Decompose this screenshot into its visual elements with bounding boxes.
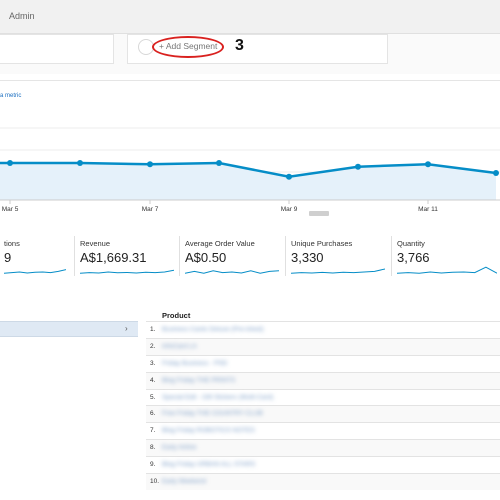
metric-value: 9	[4, 250, 12, 265]
product-table: 1. Business Cards Deluxe (Pre-inked) 2. Inf…	[146, 321, 500, 490]
metric-name: Average Order Value	[185, 239, 255, 248]
product-link[interactable]: Special Edit - Gift Stickers (Multi-Card…	[162, 393, 274, 401]
annotation-oval	[152, 36, 224, 58]
sparkline	[397, 266, 497, 274]
sparkline	[291, 268, 385, 274]
table-header	[146, 309, 500, 321]
product-link[interactable]: Early Weekend	[162, 478, 206, 486]
product-link[interactable]: Blog Friday URBAN ALL STARS	[162, 461, 256, 469]
row-number: 3.	[150, 359, 156, 367]
section-divider	[0, 80, 500, 81]
sparkline-path	[4, 269, 66, 274]
segment-slot-all-users[interactable]	[0, 34, 114, 64]
row-number: 2.	[150, 342, 156, 350]
metric-value: 3,766	[397, 250, 430, 265]
data-point[interactable]	[425, 161, 431, 168]
table-row[interactable]: 2. InfoCard LA	[146, 337, 500, 355]
data-point[interactable]	[493, 170, 499, 176]
metric-tile-revenue[interactable]: Revenue A$1,669.31	[74, 230, 178, 282]
product-link[interactable]: Free Friday THE COUNTRY CLUB	[162, 410, 263, 418]
tile-separator	[74, 236, 75, 276]
data-point[interactable]	[77, 160, 83, 166]
select-metric-link[interactable]: a metric	[0, 93, 22, 99]
product-link[interactable]: Blog Friday THE PRINTS	[162, 376, 236, 384]
row-number: 7.	[150, 427, 156, 435]
table-row[interactable]: 7. Blog Friday ROBOTICS NOTES	[146, 422, 500, 440]
metric-name: tions	[4, 239, 20, 248]
product-link[interactable]: Early Airline	[162, 444, 197, 452]
table-row[interactable]: 4. Blog Friday THE PRINTS	[146, 371, 500, 389]
metric-value: A$0.50	[185, 250, 227, 265]
metric-name: Unique Purchases	[291, 239, 353, 248]
table-row[interactable]: 9. Blog Friday URBAN ALL STARS	[146, 456, 500, 474]
product-link[interactable]: Friday Business - PSD	[162, 359, 228, 367]
product-link[interactable]: InfoCard LA	[162, 342, 197, 350]
sparkline	[185, 270, 279, 274]
x-tick-label: Mar 7	[142, 206, 159, 213]
row-number: 6.	[150, 410, 156, 418]
data-point[interactable]	[7, 160, 13, 166]
row-number: 9.	[150, 461, 156, 469]
row-number: 10.	[150, 478, 160, 486]
metric-name: Revenue	[80, 239, 111, 248]
metric-name: Quantity	[397, 239, 425, 248]
table-row[interactable]: 6. Free Friday THE COUNTRY CLUB	[146, 405, 500, 423]
chart-resize-handle[interactable]	[309, 211, 329, 216]
table-row[interactable]: 1. Business Cards Deluxe (Pre-inked)	[146, 321, 500, 338]
product-link[interactable]: Business Cards Deluxe (Pre-inked)	[162, 326, 264, 333]
tile-separator	[179, 236, 180, 276]
data-point[interactable]	[355, 163, 361, 170]
sparkline-path	[291, 268, 385, 274]
annotation-number: 3	[235, 37, 244, 54]
sparkline	[4, 269, 66, 274]
table-row[interactable]: 10. Early Weekend	[146, 473, 500, 490]
column-header-product[interactable]: Product	[162, 311, 191, 320]
series-area	[0, 163, 496, 200]
product-link[interactable]: Blog Friday ROBOTICS NOTES	[162, 427, 255, 435]
sparkline	[80, 269, 174, 274]
x-tick-label: Mar 9	[281, 206, 298, 213]
metric-value: A$1,669.31	[80, 250, 147, 265]
admin-link[interactable]: Admin	[9, 11, 35, 21]
data-point[interactable]	[286, 173, 292, 180]
metric-value: 3,330	[291, 250, 324, 265]
metric-tile-unique-purchases[interactable]: Unique Purchases 3,330	[285, 230, 389, 282]
line-chart: Mar 5 Mar 7 Mar 9 Mar 11	[0, 127, 500, 213]
row-number: 4.	[150, 376, 156, 384]
tile-separator	[285, 236, 286, 276]
x-tick-label: Mar 11	[418, 206, 438, 213]
metric-tile-quantity[interactable]: Quantity 3,766	[391, 230, 497, 282]
metric-tiles: tions 9 Revenue A$1,669.31 Average Order…	[0, 230, 500, 282]
data-point[interactable]	[216, 160, 222, 166]
sparkline-path	[80, 269, 174, 274]
chevron-right-icon: ›	[125, 324, 128, 333]
row-number: 8.	[150, 444, 156, 452]
sparkline-path	[397, 266, 497, 274]
metric-tile-average-order-value[interactable]: Average Order Value A$0.50	[179, 230, 283, 282]
table-row[interactable]: 3. Friday Business - PSD	[146, 354, 500, 372]
metric-tile-transactions[interactable]: tions 9	[0, 230, 74, 282]
row-number: 1.	[150, 326, 156, 333]
primary-dimension-row-selected[interactable]: ›	[0, 321, 138, 337]
sparkline-path	[185, 270, 279, 274]
data-point[interactable]	[147, 161, 153, 168]
tile-separator	[391, 236, 392, 276]
table-row[interactable]: 8. Early Airline	[146, 439, 500, 457]
table-row[interactable]: 5. Special Edit - Gift Stickers (Multi-Ca…	[146, 388, 500, 406]
x-tick-label: Mar 5	[2, 206, 19, 213]
row-number: 5.	[150, 393, 156, 401]
top-bar: Admin	[0, 0, 500, 34]
